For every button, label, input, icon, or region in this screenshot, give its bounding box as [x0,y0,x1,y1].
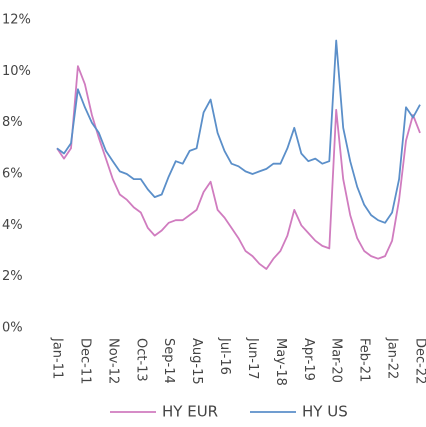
x-tick-label: Jan-11 [50,337,65,379]
y-tick-label: 2% [2,269,23,284]
series-line [56,65,421,270]
x-tick-label: Nov-12 [105,338,120,384]
x-tick-label: Feb-21 [357,338,372,382]
legend-label: HY EUR [162,403,218,421]
x-tick-label: Apr-19 [301,338,316,381]
x-tick-label: Jan-22 [385,337,400,379]
legend-label: HY US [302,403,348,421]
x-tick-label: Jul-16 [217,337,232,375]
x-tick-label: Jun-17 [245,337,260,380]
y-tick-label: 12% [2,13,31,28]
x-tick-label: Mar-20 [329,338,344,383]
x-tick-label: May-18 [273,338,288,386]
x-tick-label: Aug-15 [189,338,204,385]
y-tick-label: 10% [2,64,31,79]
y-tick-label: 0% [2,321,23,336]
x-tick-label: Oct-13 [133,338,148,382]
series-line [56,39,421,224]
y-tick-label: 4% [2,218,23,233]
y-tick-label: 8% [2,115,23,130]
x-tick-label: Dec-22 [413,338,426,384]
y-tick-label: 6% [2,167,23,182]
x-tick-label: Dec-11 [77,338,92,384]
x-tick-label: Sep-14 [161,338,176,384]
